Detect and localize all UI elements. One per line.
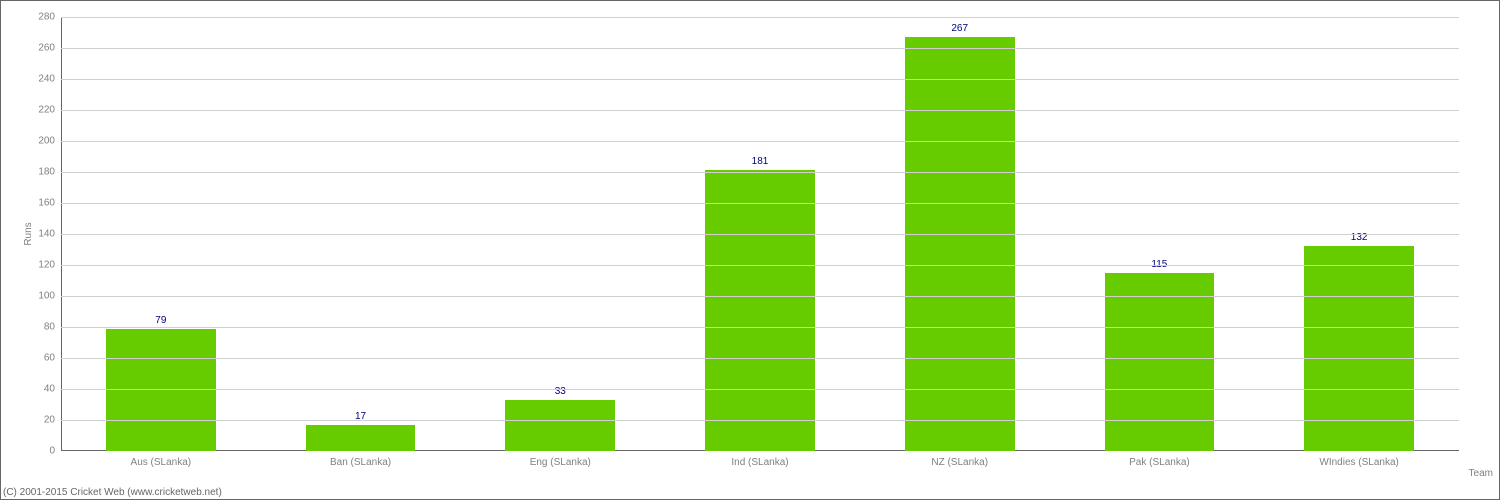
- bar: 181: [705, 170, 815, 451]
- bar: 17: [306, 425, 416, 451]
- gridline: [61, 17, 1459, 18]
- y-tick-label: 160: [38, 198, 55, 209]
- x-axis-label: Team: [1469, 468, 1493, 479]
- gridline: [61, 141, 1459, 142]
- bar: 33: [505, 400, 615, 451]
- x-tick-label: Ind (SLanka): [731, 457, 788, 468]
- copyright-footer: (C) 2001-2015 Cricket Web (www.cricketwe…: [3, 487, 222, 498]
- y-tick-label: 20: [44, 415, 55, 426]
- bar: 115: [1105, 273, 1215, 451]
- x-tick-label: NZ (SLanka): [931, 457, 988, 468]
- y-tick-label: 80: [44, 322, 55, 333]
- bar-value-label: 267: [951, 23, 968, 34]
- bar-value-label: 33: [555, 386, 566, 397]
- y-axis-label: Runs: [23, 222, 34, 245]
- gridline: [61, 327, 1459, 328]
- x-tick-label: Eng (SLanka): [530, 457, 591, 468]
- y-tick-label: 260: [38, 43, 55, 54]
- x-tick-label: Pak (SLanka): [1129, 457, 1190, 468]
- gridline: [61, 234, 1459, 235]
- bar-value-label: 79: [155, 315, 166, 326]
- y-tick-label: 240: [38, 74, 55, 85]
- chart-frame: Runs Team 791733181267115132 02040608010…: [0, 0, 1500, 500]
- y-tick-label: 100: [38, 291, 55, 302]
- y-tick-label: 280: [38, 12, 55, 23]
- gridline: [61, 265, 1459, 266]
- bar-value-label: 181: [752, 156, 769, 167]
- gridline: [61, 358, 1459, 359]
- gridline: [61, 389, 1459, 390]
- x-tick-label: WIndies (SLanka): [1319, 457, 1398, 468]
- y-tick-label: 40: [44, 384, 55, 395]
- gridline: [61, 110, 1459, 111]
- y-tick-label: 180: [38, 167, 55, 178]
- x-tick-label: Ban (SLanka): [330, 457, 391, 468]
- gridline: [61, 79, 1459, 80]
- y-tick-label: 120: [38, 260, 55, 271]
- x-tick-label: Aus (SLanka): [131, 457, 192, 468]
- y-tick-label: 0: [49, 446, 55, 457]
- y-tick-label: 60: [44, 353, 55, 364]
- y-tick-label: 220: [38, 105, 55, 116]
- plot-area: Runs Team 791733181267115132 02040608010…: [61, 17, 1459, 451]
- gridline: [61, 203, 1459, 204]
- y-tick-label: 200: [38, 136, 55, 147]
- gridline: [61, 172, 1459, 173]
- y-tick-label: 140: [38, 229, 55, 240]
- gridline: [61, 296, 1459, 297]
- gridline: [61, 420, 1459, 421]
- gridline: [61, 48, 1459, 49]
